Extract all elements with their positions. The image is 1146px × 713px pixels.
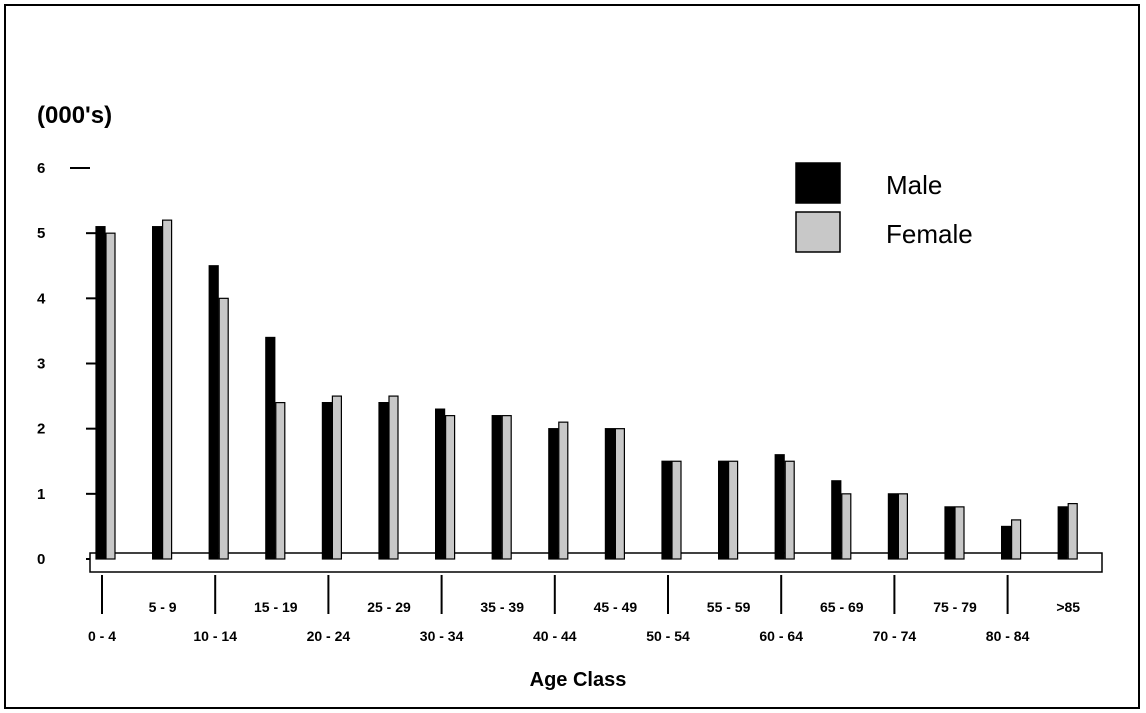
legend-label-male: Male [886, 170, 942, 200]
y-tick-label: 1 [37, 486, 45, 503]
bar-female [162, 219, 173, 560]
x-tick-label: 45 - 49 [594, 599, 638, 615]
bar-male [887, 493, 899, 560]
y-tick-label: 6 [37, 160, 45, 177]
y-tick-label: 0 [37, 551, 45, 568]
bar-male [661, 460, 672, 560]
y-tick-label: 5 [37, 225, 45, 242]
x-tick-label: 40 - 44 [533, 628, 577, 644]
x-axis-title: Age Class [530, 669, 627, 691]
bar-female [558, 421, 569, 560]
x-tick-label: 65 - 69 [820, 599, 864, 615]
y-tick-label: 2 [37, 421, 45, 438]
bar-female [445, 415, 456, 560]
bar-female [671, 460, 682, 560]
y-axis: 0 1 2 3 4 5 6 [37, 160, 96, 568]
bar-female [727, 460, 739, 560]
bar-female [841, 493, 852, 560]
bar-female [614, 428, 626, 560]
bar-female [501, 415, 512, 560]
x-tick-label: 15 - 19 [254, 599, 298, 615]
bar-female [388, 395, 399, 560]
unit-label: (000's) [37, 102, 112, 129]
bar-male [208, 265, 219, 560]
bar-male [95, 226, 106, 560]
bar-male [831, 480, 842, 560]
x-tick-label: 70 - 74 [873, 628, 917, 644]
x-tick-label: 0 - 4 [88, 628, 116, 644]
x-tick-label: 55 - 59 [707, 599, 751, 615]
x-tick-label: 30 - 34 [420, 628, 464, 644]
bar-female [275, 402, 286, 560]
bar-female [784, 460, 795, 560]
y-tick-label: 3 [37, 356, 45, 373]
bar-male [491, 415, 502, 560]
bar-female [105, 232, 116, 560]
x-tick-label: 10 - 14 [193, 628, 237, 644]
chart-frame [4, 4, 1140, 709]
x-tick-label: 80 - 84 [986, 628, 1030, 644]
x-tick-label: 35 - 39 [480, 599, 524, 615]
bar-male [944, 506, 955, 560]
bar-female [218, 297, 229, 560]
bar-male [265, 336, 276, 560]
y-tick-label: 4 [37, 290, 46, 307]
x-tick-label: 20 - 24 [307, 628, 351, 644]
legend-swatch-male [795, 162, 841, 204]
bar-male [1057, 506, 1068, 560]
bar-female [954, 506, 965, 560]
bar-male [435, 408, 446, 560]
bar-male [378, 402, 389, 560]
bar-male [717, 460, 729, 560]
x-tick-label: 50 - 54 [646, 628, 690, 644]
x-tick-label: 5 - 9 [149, 599, 177, 615]
x-tick-label: >85 [1056, 599, 1080, 615]
bar-female [1067, 503, 1078, 560]
x-tick-label: 75 - 79 [933, 599, 977, 615]
bar-male [604, 428, 616, 560]
legend: Male Female [795, 162, 973, 253]
bars [95, 219, 1078, 560]
legend-swatch-female [795, 211, 841, 253]
x-axis: 0 - 4 5 - 9 10 - 14 15 - 19 20 - 24 25 - 29 30… [88, 575, 1080, 644]
x-tick-label: 25 - 29 [367, 599, 411, 615]
x-tick-label: 60 - 64 [759, 628, 803, 644]
legend-label-female: Female [886, 219, 973, 249]
bar-male [774, 454, 785, 560]
bar-female [897, 493, 909, 560]
bar-female [331, 395, 342, 560]
bar-male [548, 428, 559, 560]
bar-male [321, 402, 332, 560]
bar-female [1010, 519, 1022, 560]
bar-male [1000, 525, 1012, 560]
bar-male [152, 226, 163, 560]
